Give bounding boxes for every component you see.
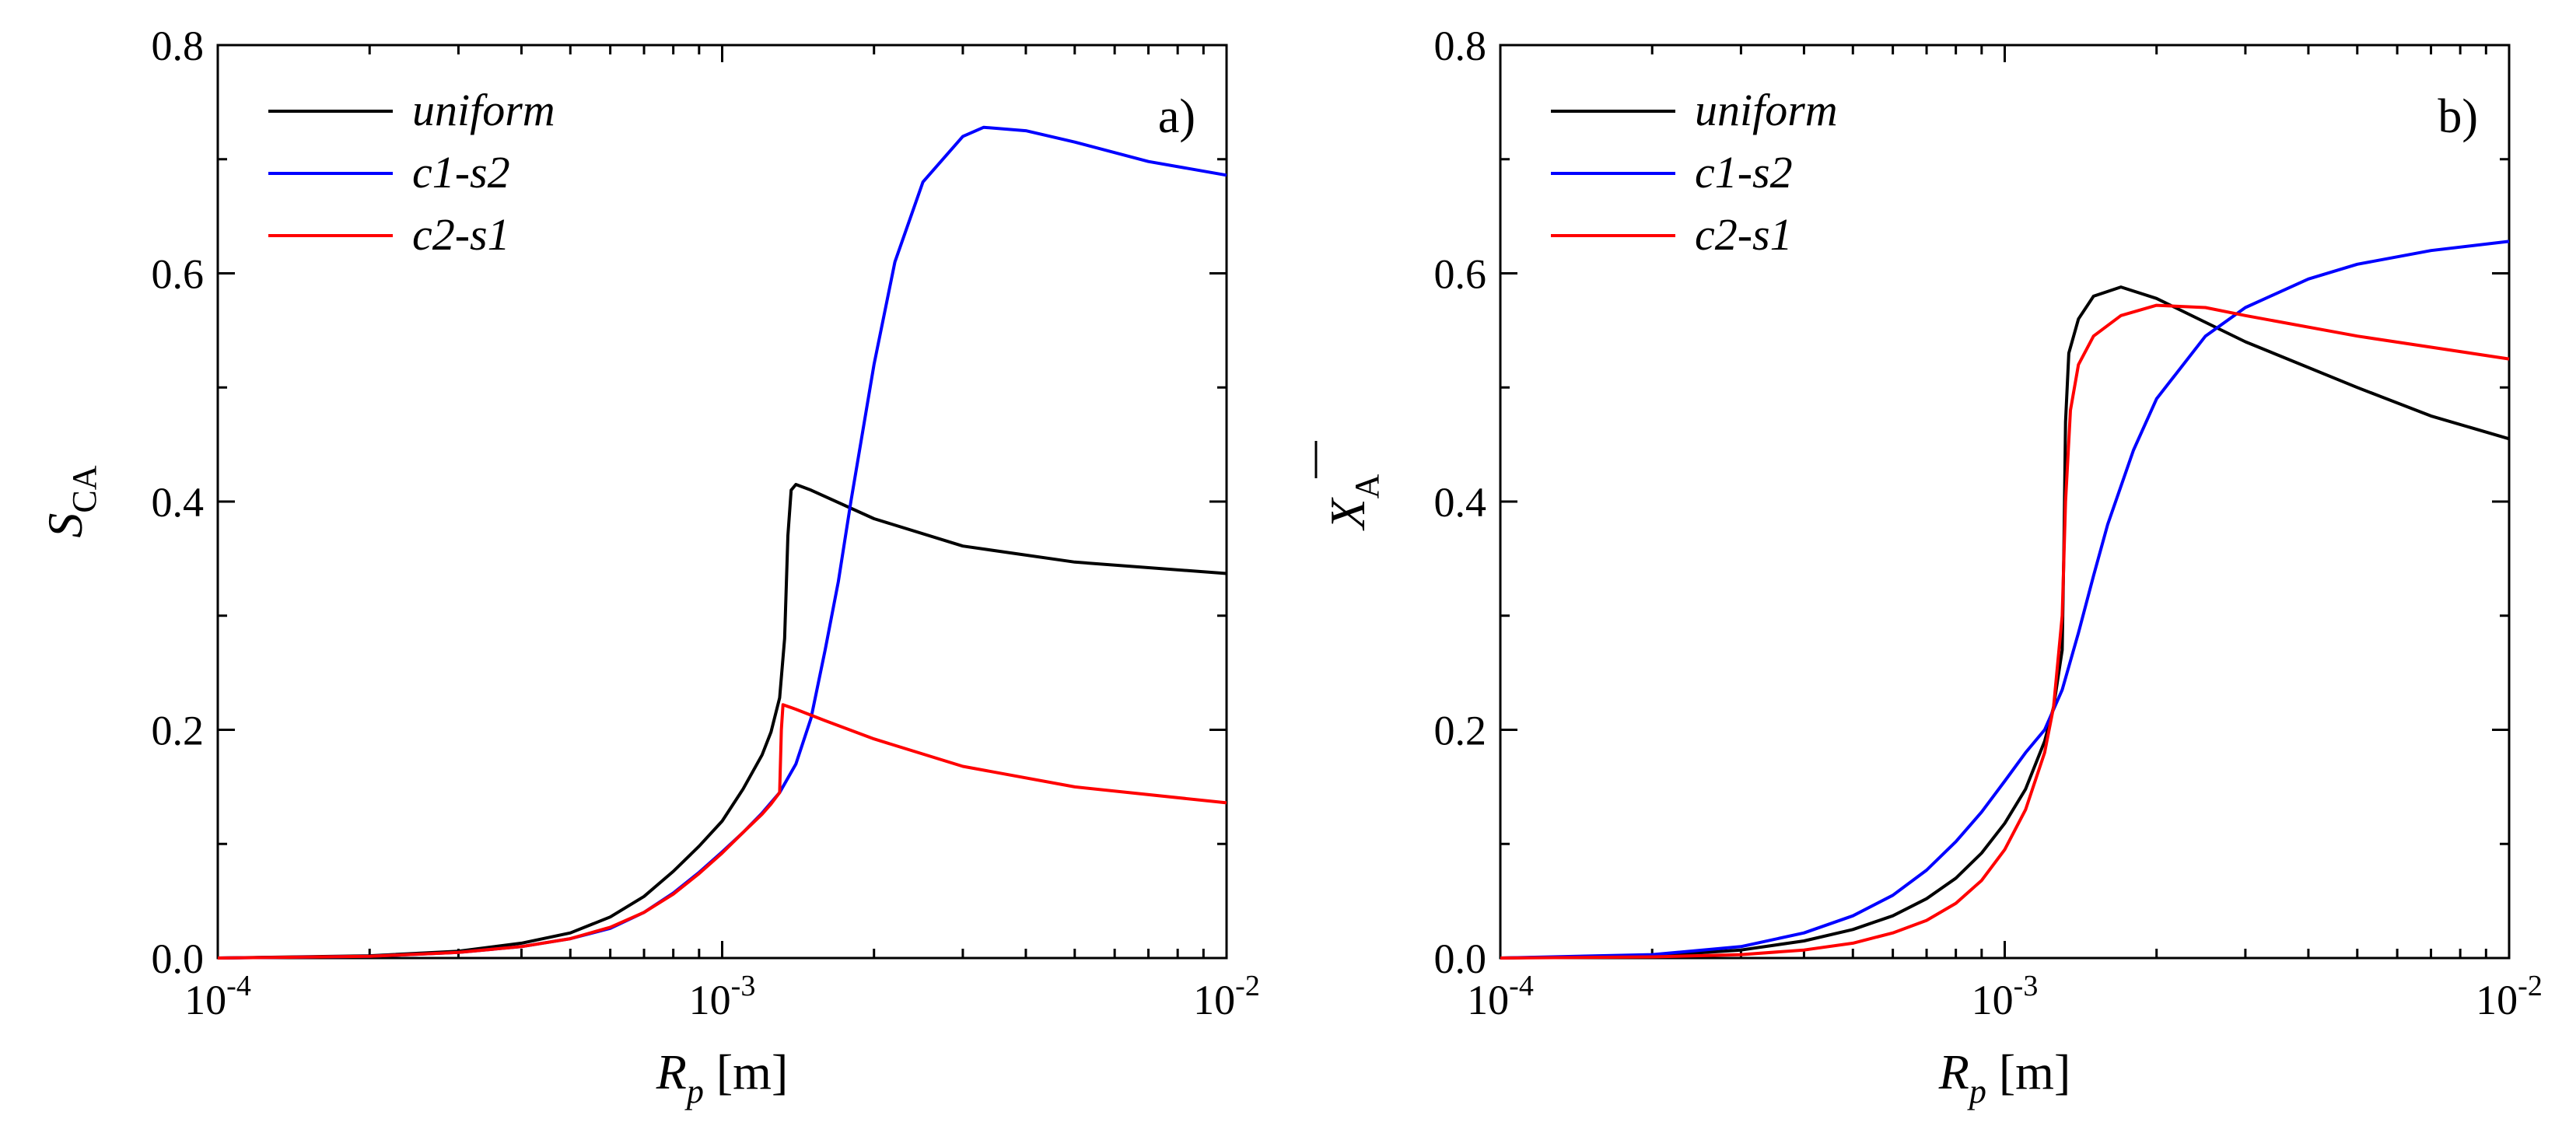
x-tick-label: 10-2 [1193, 970, 1260, 1023]
x-tick-label: 10-3 [1972, 970, 2039, 1023]
series-line-c2-s1 [1500, 303, 2510, 960]
y-tick-label: 0.8 [152, 23, 205, 69]
x-tick-label: 10-4 [184, 970, 251, 1023]
legend-label-uniform: uniform [1695, 85, 1838, 135]
y-axis-subscript: CA [65, 465, 103, 512]
y-tick-label: 0.2 [152, 708, 205, 754]
legend-label-c2-s1: c2-s1 [1695, 209, 1793, 260]
legend-label-c1-s2: c1-s2 [412, 147, 510, 198]
y-axis-symbol: S [37, 513, 93, 538]
panel-label: a) [1158, 90, 1195, 143]
panel-label: b) [2438, 90, 2478, 143]
x-axis-unit: [m] [704, 1044, 788, 1100]
y-axis-label: XA [1320, 474, 1386, 531]
y-tick-label: 0.4 [152, 479, 205, 526]
x-tick-label: 10-4 [1467, 970, 1534, 1023]
y-tick-label: 0.2 [1434, 708, 1487, 754]
y-axis-label: SCA [37, 465, 103, 537]
y-axis-symbol: X [1320, 496, 1375, 531]
series-line-uniform [1500, 285, 2510, 960]
x-tick-exponent: -2 [1235, 970, 1260, 1002]
series-line-c2-s1 [217, 703, 1227, 960]
x-tick-base: 10 [2476, 977, 2518, 1023]
x-axis-unit: [m] [1986, 1044, 2070, 1100]
x-tick-base: 10 [689, 977, 731, 1023]
x-axis-subscript: p [1967, 1072, 1986, 1110]
legend-label-c2-s1: c2-s1 [412, 209, 510, 260]
y-tick-label: 0.6 [152, 251, 205, 298]
x-axis-label: Rp [m] [1938, 1044, 2071, 1110]
x-tick-base: 10 [1972, 977, 2014, 1023]
x-tick-base: 10 [1193, 977, 1235, 1023]
y-tick-label: 0.0 [152, 935, 205, 982]
x-tick-base: 10 [184, 977, 226, 1023]
legend-label-uniform: uniform [412, 85, 555, 135]
legend-label-c1-s2: c1-s2 [1695, 147, 1793, 198]
series-line-c1-s2 [217, 125, 1227, 960]
panel-a: 0.00.20.40.60.810-4 10-3 10-2uniformc1-s2c… [37, 23, 1260, 1110]
x-tick-exponent: -2 [2518, 970, 2543, 1002]
y-tick-label: 0.8 [1434, 23, 1487, 69]
panel-b: 0.00.20.40.60.810-4 10-3 10-2uniformc1-s2c… [1314, 23, 2543, 1110]
x-axis-symbol: R [1938, 1044, 1969, 1100]
x-tick-base: 10 [1467, 977, 1509, 1023]
x-tick-exponent: -3 [731, 970, 756, 1002]
x-axis-symbol: R [656, 1044, 687, 1100]
x-axis-subscript: p [684, 1072, 704, 1110]
series-line-uniform [217, 483, 1227, 960]
y-tick-label: 0.0 [1434, 935, 1487, 982]
x-tick-exponent: -3 [2014, 970, 2039, 1002]
x-tick-exponent: -4 [226, 970, 251, 1002]
x-tick-label: 10-2 [2476, 970, 2543, 1023]
y-tick-label: 0.6 [1434, 251, 1487, 298]
x-tick-exponent: -4 [1509, 970, 1534, 1002]
y-tick-label: 0.4 [1434, 479, 1487, 526]
x-axis-label: Rp [m] [656, 1044, 789, 1110]
y-axis-subscript: A [1348, 474, 1386, 498]
x-tick-label: 10-3 [689, 970, 756, 1023]
